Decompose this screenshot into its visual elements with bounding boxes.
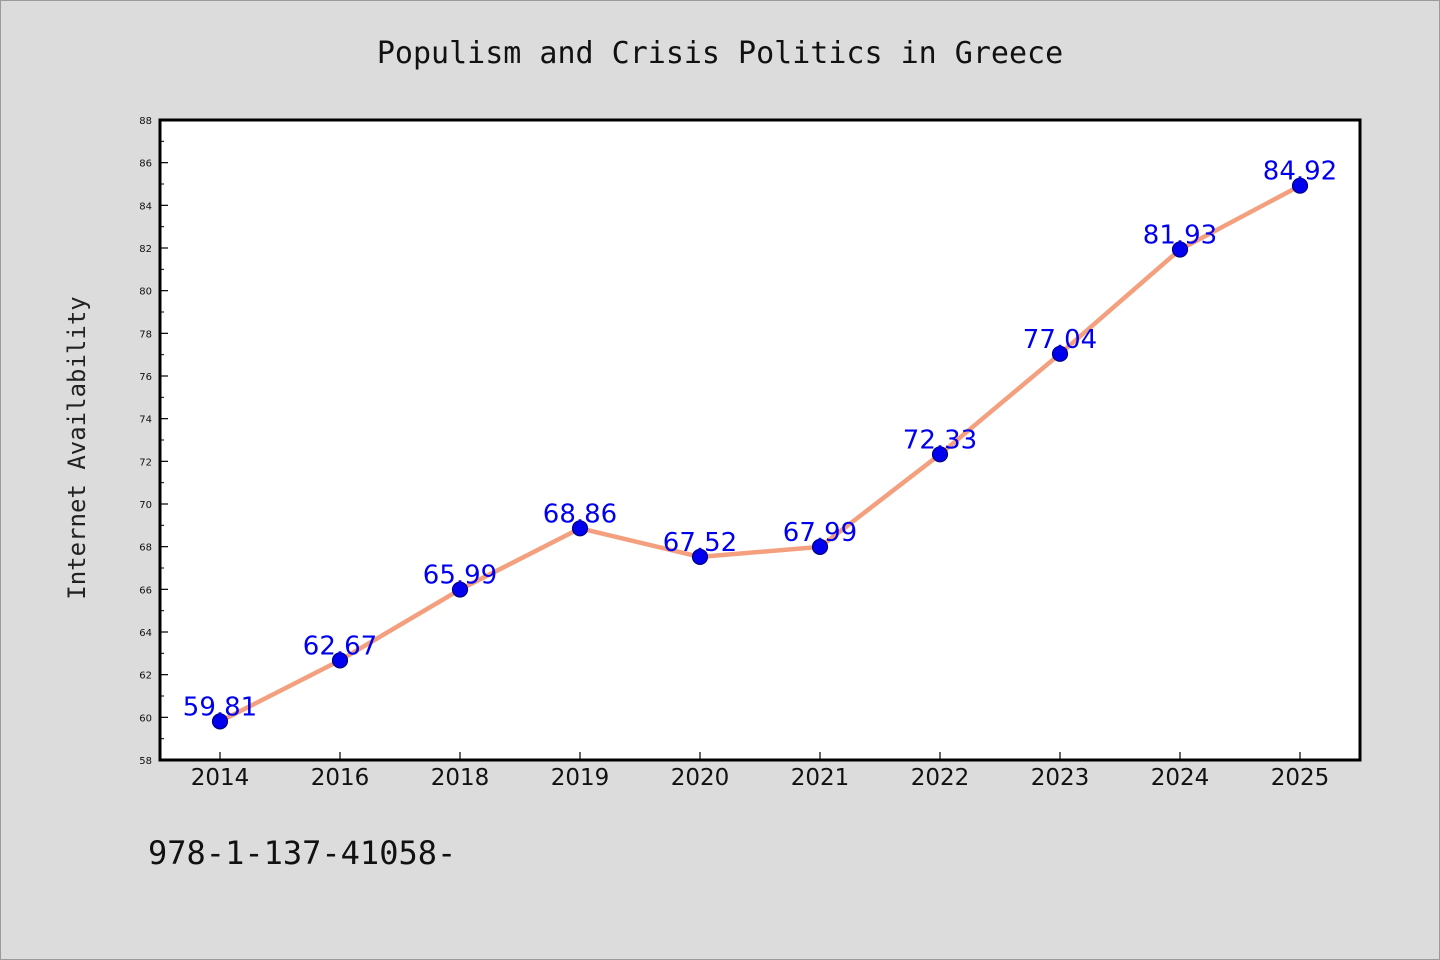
y-tick-label: 58: [139, 756, 152, 767]
x-tick-label: 2019: [551, 765, 610, 791]
data-point: [931, 446, 949, 463]
y-tick-label: 60: [139, 713, 152, 724]
y-tick-label: 84: [139, 201, 152, 212]
y-tick-label: 70: [139, 500, 152, 511]
y-tick-label: 86: [139, 159, 152, 170]
data-label: 62.67: [303, 631, 377, 661]
data-point: [211, 713, 229, 730]
x-tick-label: 2020: [671, 765, 730, 791]
x-tick-label: 2025: [1271, 765, 1330, 791]
x-tick-label: 2024: [1151, 765, 1210, 791]
y-tick-label: 62: [139, 671, 152, 682]
data-label: 84.92: [1263, 157, 1337, 187]
footer-text: 978-1-137-41058-: [148, 834, 456, 872]
y-tick-label: 74: [139, 415, 152, 426]
data-label: 72.33: [903, 425, 977, 455]
data-point: [1291, 177, 1309, 194]
series-group: [211, 177, 1309, 730]
data-point: [691, 548, 709, 566]
x-tick-label: 2016: [311, 765, 370, 791]
y-tick-label: 72: [139, 457, 152, 468]
data-label: 67.99: [783, 518, 857, 548]
data-label: 65.99: [423, 561, 497, 591]
chart-title: Populism and Crisis Politics in Greece: [377, 36, 1063, 71]
x-tick-label: 2022: [911, 765, 970, 791]
data-label: 77.04: [1023, 325, 1097, 355]
data-label: 81.93: [1143, 220, 1217, 250]
plot-area: [158, 118, 1362, 762]
data-point: [811, 538, 829, 555]
y-axis-label: Internet Availability: [63, 296, 91, 599]
data-labels-group: 59.81 62.67 65.99 68.86 67.52 67.99 72.33 77.04…: [183, 157, 1337, 723]
y-tick-label: 64: [139, 628, 152, 639]
y-tick-label: 80: [139, 287, 152, 298]
y-tick-label: 76: [139, 372, 152, 383]
y-tick-label: 88: [139, 116, 152, 127]
x-tick-label: 2021: [791, 765, 850, 791]
series-line: [217, 183, 1303, 724]
x-tick-label: 2018: [431, 765, 490, 791]
data-point: [1171, 241, 1189, 258]
data-point: [1051, 345, 1069, 362]
data-label: 67.52: [663, 528, 737, 558]
y-tick-label: 82: [139, 244, 152, 255]
y-tick-label: 68: [139, 543, 152, 554]
data-label: 59.81: [183, 692, 257, 722]
x-tick-label: 2023: [1031, 765, 1090, 791]
y-tick-label: 78: [139, 329, 152, 340]
y-tick-label: 66: [139, 585, 152, 596]
data-point: [451, 581, 469, 598]
data-point: [331, 652, 349, 669]
data-label: 68.86: [543, 499, 617, 529]
x-axis: 2014 2016 2018 2019 2020 2021 2022 2023 2024 2025: [191, 752, 1330, 791]
data-point: [571, 520, 589, 537]
x-tick-label: 2014: [191, 765, 250, 791]
y-axis: 58 60 62 64 66 68 70 72 74 76 78 80 82 84 86 88: [139, 116, 168, 767]
